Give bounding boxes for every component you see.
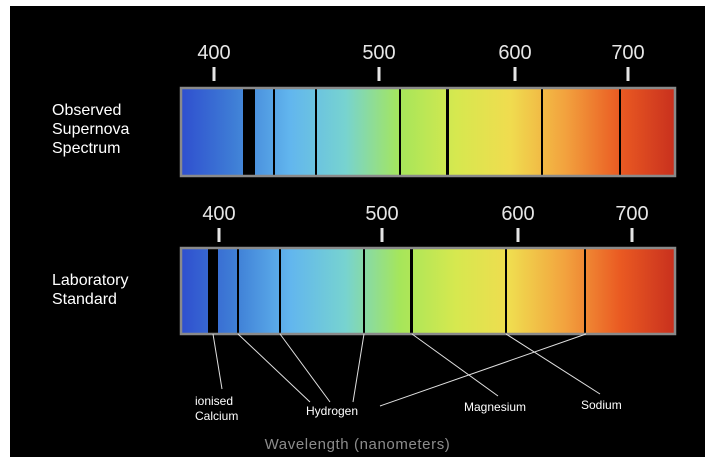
spectrum-graphic xyxy=(179,67,677,407)
laboratory-absorption-line-4 xyxy=(363,248,365,334)
observed-tick-label-500: 500 xyxy=(362,42,396,64)
ionised-calcium-label: ionised Calcium xyxy=(195,394,239,423)
observed-absorption-line-2 xyxy=(273,88,275,176)
laboratory-band-frame xyxy=(179,246,677,336)
laboratory-absorption-line-2 xyxy=(237,248,239,334)
laboratory-standard-label: Laboratory Standard xyxy=(52,272,129,308)
observed-tick-label-600: 600 xyxy=(498,42,532,64)
observed-tick-label-400: 400 xyxy=(197,42,231,64)
laboratory-tick-label-400: 400 xyxy=(202,203,236,225)
observed-absorption-line-5 xyxy=(446,88,449,176)
spectrum-diagram: Observed Supernova Spectrum Laboratory S… xyxy=(10,6,705,457)
magnesium-label: Magnesium xyxy=(464,400,527,414)
observed-absorption-line-4 xyxy=(399,88,401,176)
observed-band-frame xyxy=(179,86,677,178)
hydrogen-leader-1 xyxy=(237,333,311,403)
ionised-calcium-leader xyxy=(212,333,223,390)
observed-spectrum-label: Observed Supernova Spectrum xyxy=(52,102,130,157)
sodium-leader xyxy=(505,333,601,395)
laboratory-absorption-line-3 xyxy=(279,248,281,334)
laboratory-absorption-line-1 xyxy=(208,248,218,334)
observed-spectrum-band xyxy=(181,88,675,176)
laboratory-absorption-line-7 xyxy=(584,248,586,334)
magnesium-leader xyxy=(411,333,499,397)
hydrogen-leader-4 xyxy=(379,333,587,407)
observed-absorption-line-3 xyxy=(315,88,317,176)
observed-absorption-line-7 xyxy=(619,88,621,176)
laboratory-tick-label-600: 600 xyxy=(501,203,535,225)
hydrogen-leader-2 xyxy=(279,333,331,403)
sodium-label: Sodium xyxy=(581,398,622,412)
observed-absorption-line-1 xyxy=(243,88,255,176)
laboratory-tick-label-500: 500 xyxy=(365,203,399,225)
observed-tick-label-700: 700 xyxy=(611,42,645,64)
laboratory-spectrum-band xyxy=(181,248,675,334)
observed-absorption-line-6 xyxy=(541,88,543,176)
laboratory-tick-label-700: 700 xyxy=(615,203,649,225)
hydrogen-leader-3 xyxy=(352,333,365,403)
laboratory-absorption-line-5 xyxy=(410,248,413,334)
laboratory-absorption-line-6 xyxy=(505,248,507,334)
wavelength-axis-title: Wavelength (nanometers) xyxy=(264,436,451,453)
hydrogen-label: Hydrogen xyxy=(306,404,359,418)
